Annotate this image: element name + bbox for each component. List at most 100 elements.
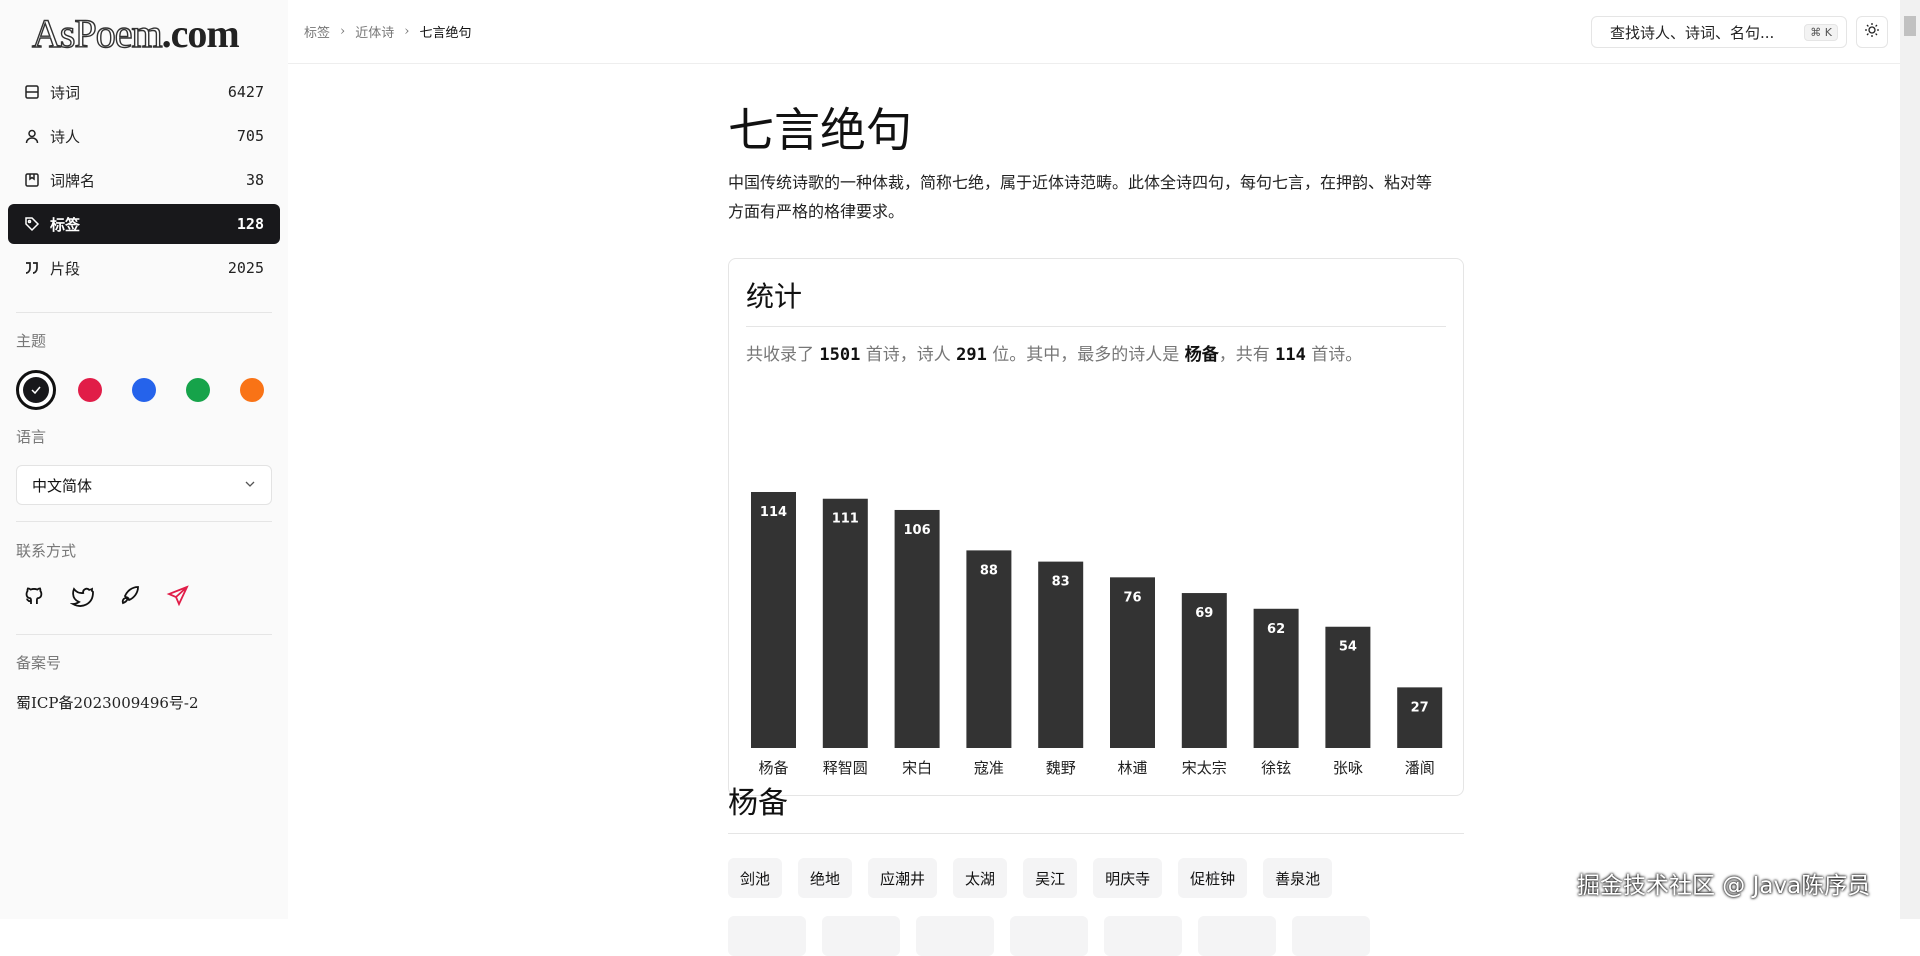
text: 首诗，诗人 — [860, 345, 957, 365]
tag[interactable]: 吴江 — [1023, 858, 1078, 898]
sidebar-item-label: 诗人 — [50, 127, 81, 146]
tag[interactable] — [1104, 916, 1182, 956]
bar-value-label: 114 — [760, 505, 787, 520]
icp-label: 备案号 — [16, 654, 62, 672]
theme-swatch[interactable] — [16, 370, 56, 410]
logo[interactable]: AsPoem.com — [31, 10, 239, 57]
user-icon — [24, 128, 40, 144]
bookmark-icon — [24, 172, 40, 188]
category-label: 张咏 — [1333, 759, 1363, 777]
tag[interactable]: 促桩钟 — [1178, 858, 1248, 898]
bar-value-label: 83 — [1052, 575, 1070, 590]
top-bar: 标签 › 近体诗 › 七言绝句 查找诗人、诗词、名句... ⌘ K — [288, 0, 1900, 64]
github-icon[interactable] — [22, 584, 46, 608]
send-icon[interactable] — [166, 584, 190, 608]
theme-toggle-button[interactable] — [1856, 16, 1888, 48]
logo-text: AsPoem — [31, 10, 163, 56]
bar[interactable] — [1253, 608, 1299, 748]
bar[interactable] — [1110, 577, 1155, 748]
tag[interactable]: 剑池 — [728, 858, 783, 898]
chevron-down-icon — [244, 476, 256, 494]
category-label: 潘阆 — [1405, 759, 1435, 777]
language-select[interactable]: 中文简体 — [16, 465, 272, 505]
bar[interactable] — [1038, 561, 1084, 748]
sidebar-item-label: 诗词 — [50, 83, 81, 102]
bar-value-label: 88 — [980, 563, 998, 578]
bar[interactable] — [751, 492, 796, 748]
bar-value-label: 54 — [1339, 640, 1357, 655]
theme-swatches — [16, 370, 294, 410]
tag[interactable] — [1010, 916, 1088, 956]
chevron-right-icon: › — [340, 24, 346, 39]
theme-label: 主题 — [16, 332, 47, 350]
tag[interactable]: 应潮井 — [868, 858, 938, 898]
bar[interactable] — [1325, 626, 1371, 748]
bar[interactable] — [894, 509, 940, 748]
breadcrumb: 标签 › 近体诗 › 七言绝句 — [304, 22, 471, 41]
tag[interactable]: 善泉池 — [1263, 858, 1333, 898]
theme-swatch[interactable] — [78, 378, 102, 402]
bar-chart: 114 杨备 111 释智圆 106 宋白 88 寇准 83 魏野 76 林逋 69 宋太宗 62 徐铉 54 张… — [751, 492, 1443, 777]
rocket-icon[interactable] — [118, 584, 142, 608]
category-label: 寇准 — [974, 759, 1004, 777]
watermark: 掘金技术社区 @ Java陈序员 — [1577, 873, 1871, 899]
scrollbar-thumb[interactable] — [1904, 16, 1916, 36]
tag[interactable] — [916, 916, 994, 956]
text: 首诗。 — [1305, 345, 1363, 365]
divider — [746, 326, 1446, 327]
search-placeholder: 查找诗人、诗词、名句... — [1610, 23, 1775, 42]
divider — [16, 634, 272, 635]
poem-count: 1501 — [819, 345, 861, 365]
top-poet[interactable]: 杨备 — [1184, 345, 1219, 365]
stats-card: 统计 共收录了 1501 首诗，诗人 291 位。其中，最多的诗人是 杨备，共有… — [728, 258, 1464, 796]
bar[interactable] — [966, 550, 1012, 748]
language-label: 语言 — [16, 428, 47, 446]
bar[interactable] — [1181, 593, 1227, 748]
sidebar-nav: 诗词 6427 诗人 705 词牌名 38 标签 128 片段 2025 — [8, 72, 280, 292]
tag[interactable]: 明庆寺 — [1093, 858, 1163, 898]
theme-swatch[interactable] — [132, 378, 156, 402]
category-label: 杨备 — [758, 759, 788, 777]
scrollbar[interactable] — [1900, 0, 1920, 919]
sidebar-item-1[interactable]: 诗人 705 — [8, 116, 280, 156]
language-value: 中文简体 — [32, 476, 93, 495]
tag-icon — [24, 216, 40, 232]
bar-value-label: 76 — [1123, 590, 1141, 605]
divider — [728, 833, 1464, 834]
sidebar-item-3[interactable]: 标签 128 — [8, 204, 280, 244]
theme-swatch[interactable] — [186, 378, 210, 402]
search-button[interactable]: 查找诗人、诗词、名句... ⌘ K — [1591, 16, 1847, 48]
sidebar-item-4[interactable]: 片段 2025 — [8, 248, 280, 288]
tag[interactable] — [1292, 916, 1370, 956]
sidebar-item-0[interactable]: 诗词 6427 — [8, 72, 280, 112]
sidebar-item-count: 128 — [236, 215, 264, 233]
sidebar-item-label: 标签 — [50, 215, 81, 234]
text: ，共有 — [1218, 345, 1276, 365]
breadcrumb-item[interactable]: 近体诗 — [355, 26, 395, 41]
bar-value-label: 111 — [832, 512, 859, 527]
book-icon — [24, 84, 40, 100]
bar[interactable] — [1397, 687, 1443, 748]
twitter-icon[interactable] — [70, 584, 94, 608]
theme-swatch[interactable] — [240, 378, 264, 402]
shortcut-badge: ⌘ K — [1804, 23, 1838, 41]
icp-number[interactable]: 蜀ICP备2023009496号-2 — [16, 694, 199, 712]
sidebar-item-count: 2025 — [227, 259, 264, 277]
breadcrumb-item[interactable]: 标签 — [304, 26, 331, 41]
page-description: 中国传统诗歌的一种体裁，简称七绝，属于近体诗范畴。此体全诗四句，每句七言，在押韵… — [728, 173, 1433, 221]
sidebar-item-count: 705 — [236, 127, 264, 145]
poet-section-title: 杨备 — [728, 786, 788, 821]
sidebar: AsPoem.com 诗词 6427 诗人 705 词牌名 38 标签 128 片段 2025 主… — [0, 0, 288, 919]
bar[interactable] — [822, 498, 868, 748]
tag[interactable]: 绝地 — [798, 858, 853, 898]
tag[interactable]: 太湖 — [953, 858, 1008, 898]
bar-value-label: 62 — [1267, 622, 1285, 637]
category-label: 宋白 — [902, 759, 932, 777]
tag[interactable] — [822, 916, 900, 956]
tag[interactable] — [1198, 916, 1276, 956]
tag[interactable] — [728, 916, 806, 956]
category-label: 释智圆 — [823, 759, 868, 777]
sidebar-item-2[interactable]: 词牌名 38 — [8, 160, 280, 200]
category-label: 徐铉 — [1261, 759, 1291, 777]
contact-label: 联系方式 — [16, 542, 77, 560]
